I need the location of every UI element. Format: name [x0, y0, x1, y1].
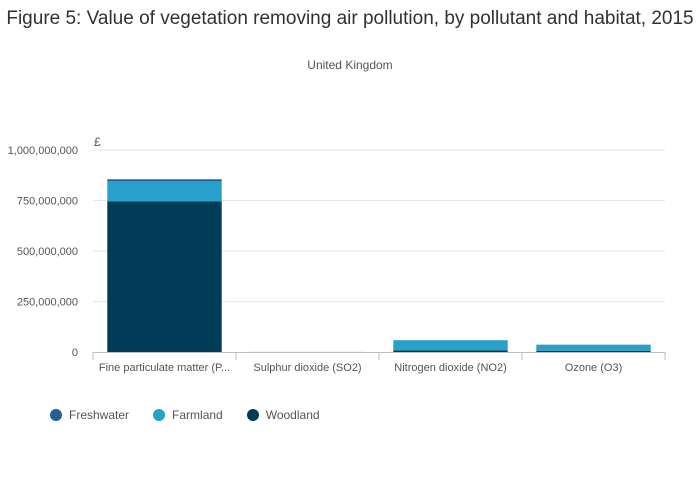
bar-woodland[interactable] — [393, 350, 508, 352]
y-axis-unit-label: £ — [94, 135, 101, 149]
legend-item-freshwater[interactable]: Freshwater — [50, 408, 129, 422]
legend-label: Farmland — [172, 408, 223, 422]
legend-label: Freshwater — [69, 408, 130, 422]
legend-swatch — [153, 409, 166, 421]
x-tick-label: Sulphur dioxide (SO2) — [253, 362, 361, 374]
bar-farmland[interactable] — [107, 181, 222, 202]
x-tick-label: Nitrogen dioxide (NO2) — [394, 362, 507, 374]
y-tick-label: 750,000,000 — [17, 196, 78, 208]
bar-farmland[interactable] — [536, 344, 651, 351]
legend-item-woodland[interactable]: Woodland — [246, 408, 320, 422]
legend-label: Woodland — [265, 408, 320, 422]
bar-woodland[interactable] — [536, 350, 651, 352]
chart-title: Figure 5: Value of vegetation removing a… — [6, 8, 694, 29]
x-tick-label: Ozone (O3) — [565, 362, 622, 374]
y-tick-label: 250,000,000 — [17, 297, 78, 309]
chart-subtitle: United Kingdom — [307, 58, 393, 72]
chart-legend: Freshwater Farmland Woodland — [50, 408, 344, 422]
y-tick-label: 500,000,000 — [17, 246, 78, 258]
legend-swatch — [50, 409, 62, 421]
x-tick-label: Fine particulate matter (P... — [99, 362, 230, 374]
y-tick-label: 0 — [72, 347, 78, 359]
bar-farmland[interactable] — [393, 340, 508, 351]
bar-woodland[interactable] — [107, 201, 222, 352]
legend-swatch — [246, 409, 259, 421]
y-tick-label: 1,000,000,000 — [8, 145, 78, 157]
bar-freshwater[interactable] — [107, 179, 222, 182]
legend-item-farmland[interactable]: Farmland — [153, 408, 223, 422]
